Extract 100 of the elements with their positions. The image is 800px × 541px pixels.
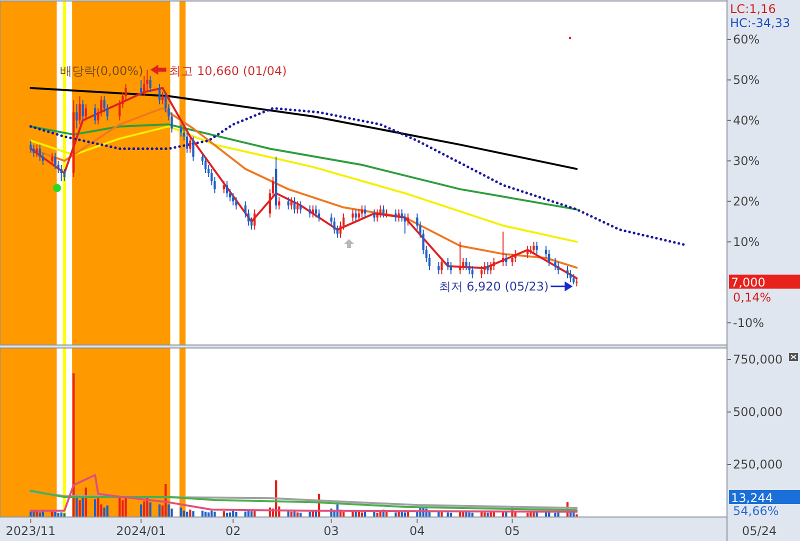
candlestick (398, 208, 400, 222)
candlestick (394, 208, 397, 222)
candlestick (536, 241, 538, 254)
y-tick-label: 500,000 (733, 405, 783, 420)
line-series (30, 474, 578, 513)
y-tick-label: 10% (733, 235, 760, 249)
candlestick (440, 257, 443, 275)
candlestick (149, 75, 152, 93)
candlestick (358, 208, 360, 222)
candlestick (189, 136, 192, 154)
candlestick (532, 241, 535, 254)
candlestick (180, 124, 182, 138)
text: 7,000 (731, 276, 766, 290)
candlestick (38, 144, 41, 162)
candlestick (352, 208, 354, 222)
line-series (30, 87, 578, 170)
bar (557, 512, 560, 517)
text: 13,244 (731, 491, 773, 505)
y-tick-label: -10% (733, 316, 764, 330)
candlestick (554, 257, 556, 271)
candlestick (502, 231, 504, 267)
bar (94, 499, 96, 517)
candlestick (505, 253, 508, 267)
candlestick (569, 270, 572, 283)
candlestick (379, 204, 382, 218)
text: HC:-34,33 (730, 16, 790, 30)
text: 0,14% (733, 290, 772, 305)
bar (57, 512, 60, 517)
candlestick (492, 257, 495, 271)
candlestick (364, 204, 366, 218)
candlestick (30, 140, 32, 154)
candlestick (450, 262, 452, 275)
bar (149, 502, 152, 517)
candlestick (54, 152, 56, 170)
candlestick (486, 262, 489, 275)
bar (78, 500, 81, 517)
candlestick (465, 257, 468, 271)
candlestick (278, 196, 280, 210)
y-tick-label: 30% (733, 154, 760, 168)
candlestick (312, 204, 314, 218)
candlestick (192, 136, 194, 162)
line-series (30, 125, 578, 243)
candlestick (60, 164, 62, 182)
candlestick (140, 79, 142, 97)
bar (168, 504, 170, 517)
bar (373, 512, 376, 517)
y-tick-label: 250,000 (733, 458, 783, 472)
bar (97, 498, 100, 517)
candlestick (296, 200, 299, 214)
bar (486, 512, 489, 517)
line-series (30, 107, 578, 269)
candlestick (376, 208, 378, 222)
candlestick (406, 212, 410, 226)
candlestick (557, 262, 560, 275)
bar (170, 508, 173, 517)
candlestick (158, 83, 161, 105)
bar (36, 511, 38, 517)
candlestick (566, 266, 569, 279)
x-tick-label: 2023/11 (6, 524, 56, 538)
candlestick (526, 245, 529, 258)
candlestick (36, 144, 38, 158)
y-tick-label: 60% (733, 32, 760, 47)
y-tick-label: 750,000 (733, 352, 783, 367)
candlestick (290, 196, 292, 210)
candlestick (484, 262, 486, 275)
y-tick-label: 50% (733, 73, 760, 88)
candlestick (404, 212, 406, 234)
bar (192, 511, 194, 517)
y-tick-label: 20% (733, 194, 760, 209)
bar (235, 512, 238, 517)
bar (214, 512, 216, 517)
y-tick-label: 40% (733, 114, 760, 128)
candlestick (254, 208, 256, 230)
bar (530, 512, 532, 517)
candlestick (226, 180, 228, 198)
candlestick (308, 204, 311, 218)
bar (103, 508, 106, 517)
candlestick (82, 100, 84, 121)
x-tick-label: 02 (225, 524, 241, 538)
bar (122, 500, 124, 517)
candlestick (204, 156, 207, 174)
candlestick (438, 262, 440, 275)
candlestick (287, 196, 290, 210)
bar (554, 512, 556, 517)
candlestick (32, 144, 35, 158)
candlestick (514, 249, 516, 263)
bar (54, 512, 56, 517)
bar (82, 496, 84, 517)
x-tick-label: 04 (410, 524, 425, 538)
candlestick (446, 257, 449, 271)
candlestick (76, 104, 78, 129)
line-series (29, 106, 686, 246)
candlestick (186, 132, 188, 154)
candlestick (222, 180, 225, 194)
bar (189, 510, 192, 517)
candlestick (63, 168, 66, 182)
annotation: 최저 6,920 (05/23) (438, 279, 549, 294)
candlestick (468, 262, 470, 275)
candlestick (94, 104, 96, 125)
candlestick (333, 217, 336, 234)
